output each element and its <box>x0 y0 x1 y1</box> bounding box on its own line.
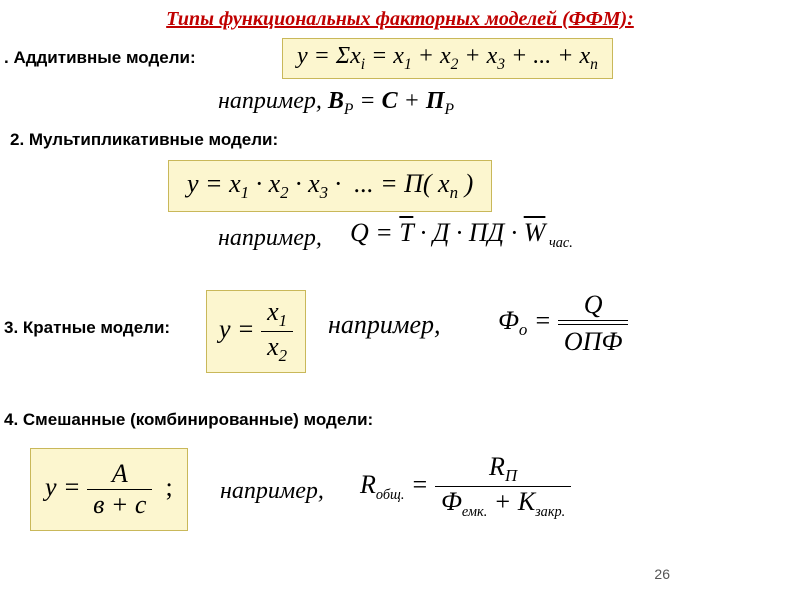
example-4-prefix: например, <box>220 478 324 505</box>
section-3-label: 3. Кратные модели: <box>4 318 170 338</box>
ratio-den: x2 <box>261 332 293 366</box>
example-4-den: Фемк. + Кзакр. <box>435 487 571 521</box>
example-3-body: Фо = Q ОПФ <box>498 290 628 357</box>
example-3-den: ОПФ <box>558 325 628 357</box>
example-1: например, ВР = С + ПР <box>218 88 454 119</box>
example-1-prefix: например, <box>218 88 328 114</box>
formula-additive: y = Σxi = x1 + x2 + x3 + ... + xn <box>282 38 613 79</box>
example-4-body: Rобщ. = RП Фемк. + Кзакр. <box>360 452 571 521</box>
section-2-label: 2. Мультипликативные модели: <box>10 130 278 150</box>
example-2-prefix: например, <box>218 225 322 252</box>
example-2-body: Q = T · Д · ПД · W час. <box>350 218 573 252</box>
formula-ratio: y = x1 x2 <box>206 290 306 373</box>
example-3-num: Q <box>558 290 628 321</box>
mixed-den: в + с <box>87 490 152 520</box>
example-4-lhs: Rобщ. = <box>360 470 428 499</box>
page-title: Типы функциональных факторных моделей (Ф… <box>0 0 800 31</box>
page-number: 26 <box>654 566 670 582</box>
section-4-label: 4. Смешанные (комбинированные) модели: <box>4 410 373 430</box>
example-1-body: ВР = С + ПР <box>328 88 454 114</box>
example-3-lhs: Фо = <box>498 306 551 335</box>
example-4-num: RП <box>435 452 571 487</box>
ratio-num: x1 <box>261 297 293 332</box>
example-3-prefix: например, <box>328 310 441 340</box>
formula-multiplicative: y = x1 · x2 · x3 · ... = П( xn ) <box>168 160 492 212</box>
section-1-label: . Аддитивные модели: <box>4 48 196 68</box>
mixed-num: A <box>87 459 152 490</box>
formula-mixed: y = A в + с ; <box>30 448 188 531</box>
